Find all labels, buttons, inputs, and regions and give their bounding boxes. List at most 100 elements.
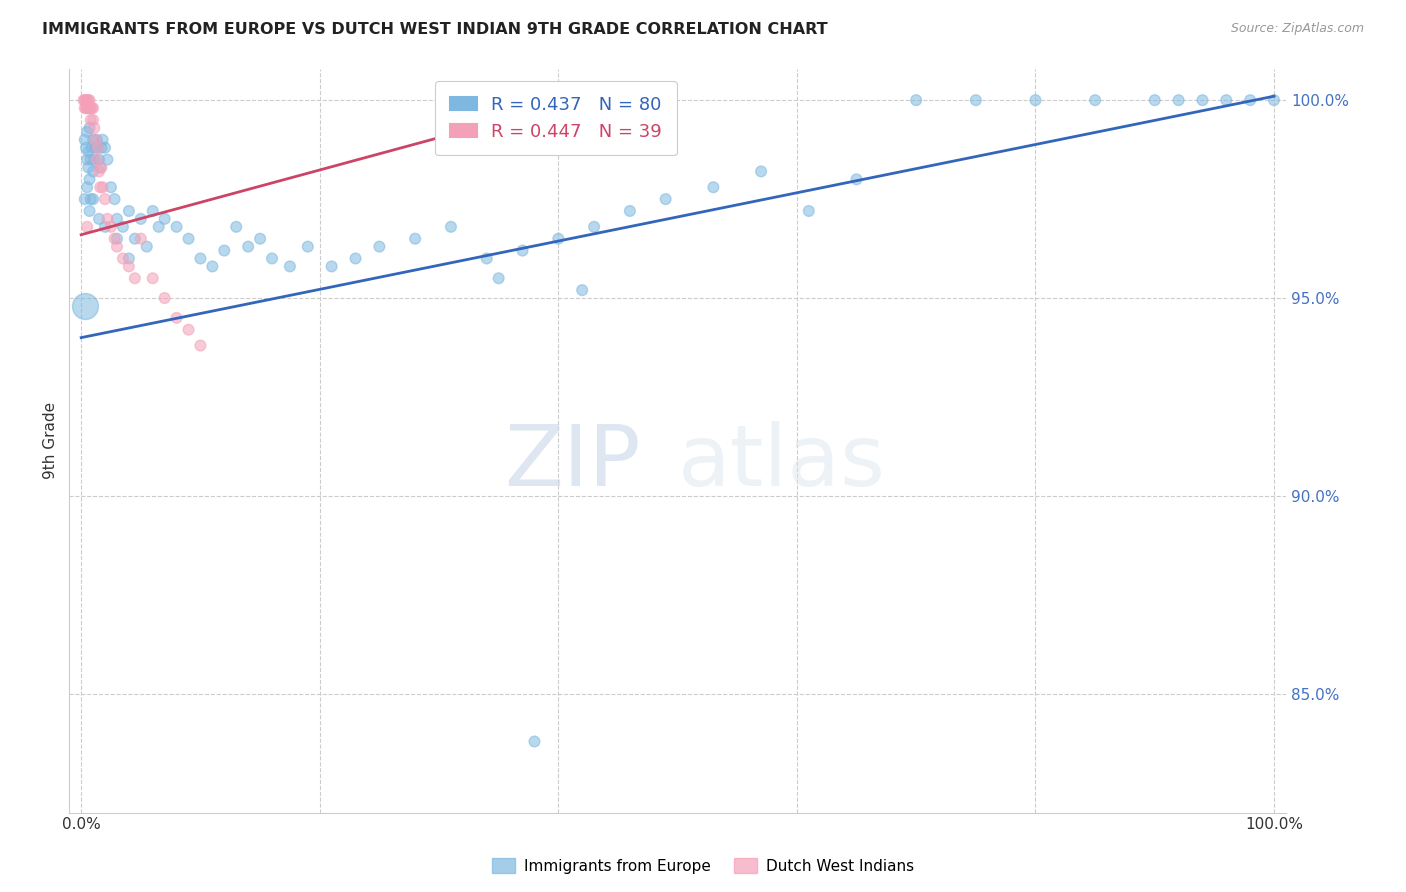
Point xyxy=(1167,93,1189,107)
Point xyxy=(249,232,271,246)
Point xyxy=(82,192,104,206)
Text: atlas: atlas xyxy=(678,421,886,504)
Point xyxy=(100,219,122,234)
Point xyxy=(440,219,463,234)
Point xyxy=(73,133,96,147)
Point xyxy=(82,112,104,127)
Point xyxy=(1215,93,1237,107)
Point xyxy=(84,133,107,147)
Point xyxy=(142,204,165,219)
Point xyxy=(91,180,114,194)
Point xyxy=(404,232,426,246)
Point xyxy=(87,164,110,178)
Point xyxy=(124,232,146,246)
Point xyxy=(1239,93,1261,107)
Point xyxy=(79,120,101,135)
Point xyxy=(166,310,188,325)
Point xyxy=(238,239,260,253)
Point xyxy=(190,252,212,266)
Point xyxy=(105,211,128,226)
Point xyxy=(76,153,98,167)
Point xyxy=(278,260,301,274)
Point xyxy=(94,192,117,206)
Legend: R = 0.437   N = 80, R = 0.447   N = 39: R = 0.437 N = 80, R = 0.447 N = 39 xyxy=(436,81,676,155)
Point xyxy=(84,141,107,155)
Point xyxy=(83,153,105,167)
Point xyxy=(89,161,111,175)
Point xyxy=(905,93,928,107)
Point xyxy=(80,101,103,115)
Point xyxy=(86,153,108,167)
Point xyxy=(118,204,141,219)
Point xyxy=(77,93,100,107)
Point xyxy=(965,93,987,107)
Point xyxy=(475,252,498,266)
Point xyxy=(73,192,96,206)
Point xyxy=(1084,93,1107,107)
Point xyxy=(214,244,236,258)
Point xyxy=(547,232,569,246)
Point xyxy=(91,133,114,147)
Point xyxy=(76,125,98,139)
Point xyxy=(73,101,96,115)
Point xyxy=(72,93,94,107)
Point xyxy=(1191,93,1213,107)
Text: Source: ZipAtlas.com: Source: ZipAtlas.com xyxy=(1230,22,1364,36)
Point xyxy=(82,164,104,178)
Point xyxy=(135,239,157,253)
Point xyxy=(79,172,101,186)
Point xyxy=(190,338,212,352)
Point xyxy=(103,192,125,206)
Point xyxy=(94,219,117,234)
Point xyxy=(225,219,247,234)
Point xyxy=(105,239,128,253)
Point xyxy=(86,133,108,147)
Point xyxy=(80,101,103,115)
Point xyxy=(583,219,606,234)
Point xyxy=(201,260,224,274)
Point xyxy=(87,211,110,226)
Y-axis label: 9th Grade: 9th Grade xyxy=(44,402,58,479)
Point xyxy=(79,101,101,115)
Point xyxy=(76,180,98,194)
Point xyxy=(96,153,118,167)
Point xyxy=(148,219,170,234)
Point xyxy=(702,180,724,194)
Point xyxy=(77,161,100,175)
Point xyxy=(129,232,152,246)
Point xyxy=(75,141,97,155)
Text: ZIP: ZIP xyxy=(505,421,641,504)
Point xyxy=(77,101,100,115)
Point xyxy=(94,141,117,155)
Point xyxy=(87,141,110,155)
Point xyxy=(129,211,152,226)
Point xyxy=(488,271,510,285)
Legend: Immigrants from Europe, Dutch West Indians: Immigrants from Europe, Dutch West India… xyxy=(486,852,920,880)
Point xyxy=(153,291,176,305)
Point xyxy=(80,112,103,127)
Point xyxy=(153,211,176,226)
Point xyxy=(76,219,98,234)
Point xyxy=(73,93,96,107)
Point xyxy=(83,120,105,135)
Point xyxy=(90,141,112,155)
Point xyxy=(118,260,141,274)
Text: IMMIGRANTS FROM EUROPE VS DUTCH WEST INDIAN 9TH GRADE CORRELATION CHART: IMMIGRANTS FROM EUROPE VS DUTCH WEST IND… xyxy=(42,22,828,37)
Point xyxy=(177,232,200,246)
Point xyxy=(166,219,188,234)
Point xyxy=(80,141,103,155)
Point xyxy=(368,239,391,253)
Point xyxy=(749,164,772,178)
Point xyxy=(87,141,110,155)
Point xyxy=(124,271,146,285)
Point xyxy=(260,252,283,266)
Point xyxy=(90,161,112,175)
Point xyxy=(79,204,101,219)
Point xyxy=(523,734,546,748)
Point xyxy=(82,101,104,115)
Point xyxy=(571,283,593,297)
Point xyxy=(619,204,641,219)
Point xyxy=(87,153,110,167)
Point xyxy=(80,153,103,167)
Point xyxy=(142,271,165,285)
